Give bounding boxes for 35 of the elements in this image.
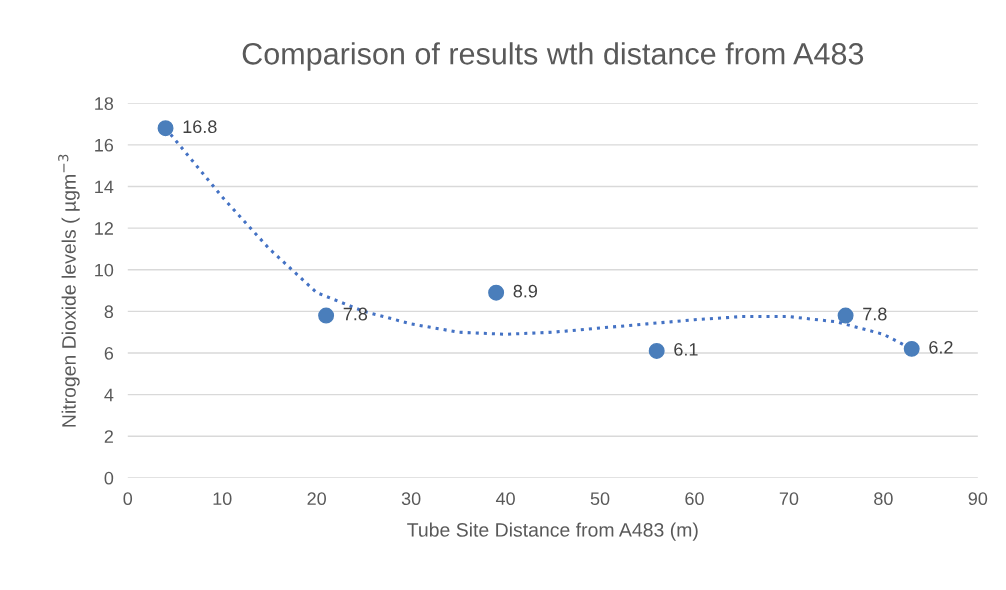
data-label: 6.2: [929, 340, 953, 354]
data-label: 6.1: [674, 343, 698, 356]
x-tick-label: 30: [401, 492, 421, 506]
chart-title: Comparison of results wth distance from A483: [242, 42, 864, 71]
x-tick-label: 90: [968, 492, 988, 506]
point: [488, 284, 505, 301]
data-label: 8.9: [513, 284, 538, 298]
data-label: 7.8: [343, 307, 368, 321]
x-tick-label: 0: [123, 492, 133, 506]
x-tick-label: 60: [685, 492, 704, 506]
x-tick-label: 70: [779, 492, 799, 506]
x-tick-label: 20: [307, 492, 326, 506]
y-tick-label: 2: [104, 430, 113, 443]
data-label: 7.8: [863, 307, 887, 321]
y-tick-label: 4: [104, 388, 114, 402]
y-axis-title: Nitrogen Dioxide levels ( µgm$^{−3}$: [58, 154, 80, 427]
x-tick-label: 40: [495, 492, 515, 506]
point: [157, 120, 174, 137]
x-tick-label: 80: [874, 492, 893, 506]
y-tick-label: 12: [95, 222, 113, 235]
x-axis-title: Tube Site Distance from A483 (m): [407, 522, 698, 541]
y-tick-label: 8: [104, 305, 114, 319]
y-tick-label: 18: [95, 97, 114, 110]
y-tick-label: 14: [95, 180, 114, 194]
x-tick-label: 10: [213, 492, 232, 506]
x-tick-label: 50: [590, 492, 610, 506]
point: [648, 342, 665, 359]
data-label: 16.8: [183, 120, 217, 134]
y-tick-label: 0: [104, 471, 114, 485]
y-tick-label: 6: [104, 346, 114, 360]
y-tick-label: 16: [95, 138, 114, 152]
point: [318, 307, 335, 324]
y-tick-label: 10: [95, 263, 114, 277]
point: [837, 307, 854, 324]
point: [903, 340, 920, 357]
